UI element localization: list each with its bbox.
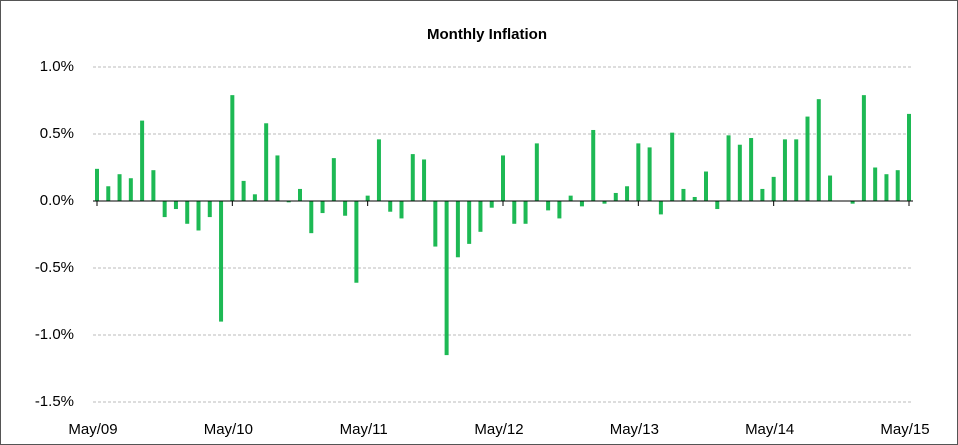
bar: [241, 180, 246, 201]
bar: [298, 188, 302, 201]
bar: [410, 154, 415, 201]
bar: [252, 194, 257, 201]
bar: [230, 95, 235, 201]
bar: [534, 143, 539, 201]
bar: [320, 201, 325, 214]
bar: [128, 178, 133, 201]
y-tick-label: -0.5%: [35, 259, 74, 276]
bar: [512, 201, 517, 224]
bar: [422, 159, 427, 201]
bar: [219, 201, 224, 322]
x-tick-label: May/12: [474, 421, 523, 438]
bar: [275, 155, 280, 201]
bar: [399, 201, 404, 219]
bar: [636, 143, 641, 201]
bar: [376, 139, 381, 201]
bar: [185, 201, 190, 224]
bar: [828, 175, 833, 201]
bar: [692, 196, 697, 201]
bar: [264, 123, 269, 201]
bar: [173, 201, 178, 210]
bar: [794, 139, 799, 201]
y-tick-label: -1.0%: [35, 326, 74, 343]
bar: [444, 201, 449, 356]
bar: [546, 201, 551, 211]
bar: [873, 167, 878, 201]
bar: [501, 155, 505, 201]
bar: [331, 158, 336, 201]
bar: [95, 168, 99, 201]
bar: [106, 186, 111, 201]
bar: [737, 144, 742, 201]
bar: [704, 171, 708, 201]
bar: [579, 201, 584, 207]
bar: [670, 132, 675, 201]
bar: [760, 188, 765, 201]
bar: [715, 201, 720, 210]
bar: [568, 195, 573, 201]
y-tick-label: 1.0%: [40, 58, 74, 75]
bar: [749, 138, 754, 201]
bar: [140, 120, 145, 201]
bar: [850, 201, 855, 204]
bar: [907, 113, 911, 201]
bar: [162, 201, 167, 218]
bar: [151, 170, 156, 201]
x-tick-label: May/10: [204, 421, 253, 438]
x-tick-label: May/15: [880, 421, 929, 438]
bar: [354, 201, 359, 283]
bar: [455, 201, 460, 258]
x-tick-label: May/09: [68, 421, 117, 438]
bar: [884, 174, 889, 201]
y-tick-label: 0.0%: [40, 192, 74, 209]
bar: [771, 176, 776, 201]
bar: [365, 195, 370, 201]
bar: [478, 201, 483, 232]
bar: [681, 188, 686, 201]
bar: [557, 201, 562, 219]
bar: [647, 147, 652, 201]
x-tick-label: May/11: [340, 421, 388, 438]
bar: [343, 201, 348, 216]
bar: [613, 192, 618, 201]
bar: [591, 129, 596, 201]
bar: [433, 201, 438, 247]
bar: [196, 201, 201, 231]
bar: [309, 201, 314, 234]
bar: [895, 170, 900, 201]
bar: [207, 201, 212, 218]
x-tick-label: May/13: [610, 421, 659, 438]
bar: [286, 201, 291, 203]
bar: [489, 201, 494, 208]
bar: [467, 201, 472, 244]
bar: [523, 201, 528, 224]
bar: [117, 174, 122, 201]
x-tick-label: May/14: [745, 421, 794, 438]
chart-title: Monthly Inflation: [427, 26, 547, 43]
bar: [816, 99, 821, 201]
y-tick-label: -1.5%: [35, 393, 74, 410]
bar: [861, 95, 866, 201]
bar: [625, 186, 630, 201]
bar: [602, 201, 607, 204]
bar: [658, 201, 663, 215]
y-tick-label: 0.5%: [40, 125, 74, 142]
bar: [726, 135, 731, 201]
bar: [388, 201, 393, 212]
bar: [805, 116, 810, 201]
bar: [782, 139, 787, 201]
